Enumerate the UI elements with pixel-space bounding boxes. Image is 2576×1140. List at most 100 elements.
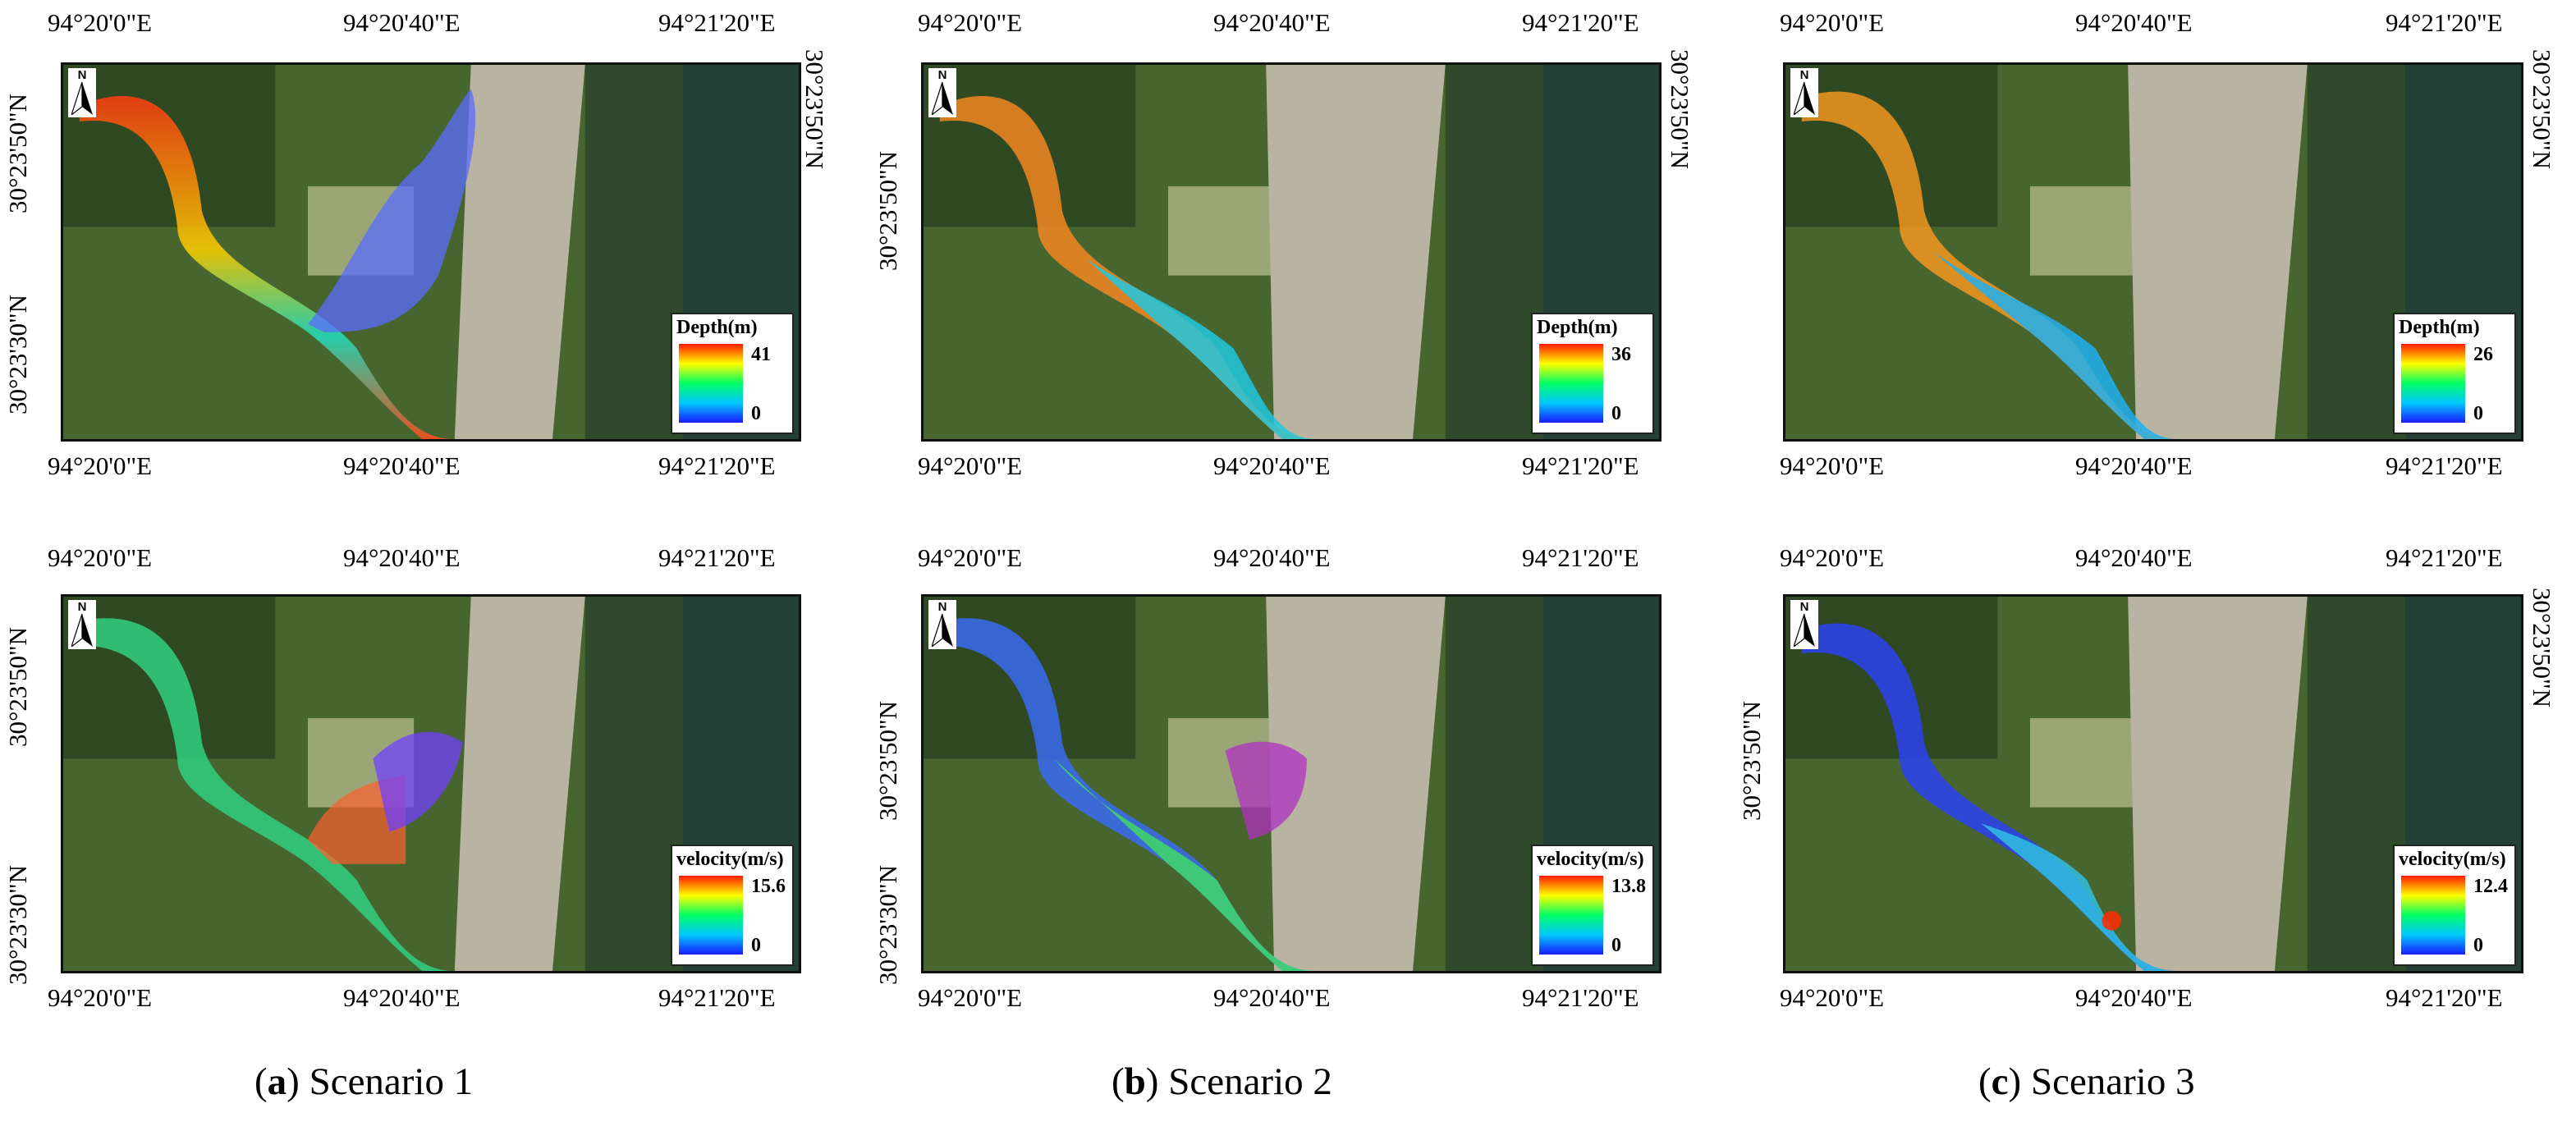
lon-label-bottom: 94°21'20"E (1522, 983, 1639, 1012)
legend-min: 0 (2473, 403, 2483, 424)
north-label: N (77, 68, 87, 82)
lon-label-bottom: 94°20'40"E (343, 983, 461, 1012)
lon-label-top: 94°20'0"E (48, 543, 153, 572)
legend-min: 0 (2473, 935, 2483, 956)
lat-label-left: 30°23'30"N (3, 864, 32, 985)
legend-title: Depth(m) (1537, 317, 1618, 338)
caption-letter: b (1124, 1060, 1146, 1103)
lon-label-top: 94°20'0"E (918, 543, 1023, 572)
colorbar (679, 876, 743, 955)
velocity-legend: velocity(m/s) 13.8 0 (1531, 845, 1654, 966)
lon-label-top: 94°20'0"E (1780, 543, 1885, 572)
colorbar (2401, 876, 2465, 955)
lon-label-top: 94°21'20"E (2386, 543, 2503, 572)
lon-label-bottom: 94°21'20"E (2386, 983, 2503, 1012)
north-arrow: N (68, 600, 96, 649)
depth-legend: Depth(m) 36 0 (1531, 313, 1654, 434)
north-arrow: N (928, 68, 956, 117)
lon-label-top: 94°20'40"E (2075, 543, 2193, 572)
lon-label-top: 94°20'40"E (343, 8, 461, 37)
legend-title: Depth(m) (676, 317, 758, 338)
colorbar (2401, 344, 2465, 423)
lon-label-bottom: 94°20'40"E (343, 451, 461, 480)
velocity-legend: velocity(m/s) 12.4 0 (2393, 845, 2516, 966)
legend-min: 0 (751, 403, 761, 424)
depth-map-scenario-3: N Depth(m) 26 0 (1783, 62, 2523, 442)
lon-label-bottom: 94°20'40"E (2075, 983, 2193, 1012)
depth-legend: Depth(m) 41 0 (671, 313, 794, 434)
north-label: N (937, 68, 947, 82)
lat-label-left: 30°23'50"N (3, 626, 32, 747)
north-arrow-icon (71, 82, 93, 115)
north-arrow-icon (932, 82, 953, 115)
lat-label-left: 30°23'30"N (3, 294, 32, 414)
lat-label-right: 30°23'50"N (1666, 49, 1694, 170)
lon-label-bottom: 94°20'0"E (48, 983, 153, 1012)
lon-label-top: 94°20'0"E (1780, 8, 1885, 37)
lat-label-left: 30°23'50"N (3, 93, 32, 213)
lat-label-right: 30°23'50"N (800, 49, 829, 170)
lat-label-right: 30°23'50"N (2528, 49, 2556, 170)
lon-label-bottom: 94°20'40"E (1213, 983, 1331, 1012)
north-label: N (937, 600, 947, 614)
legend-title: velocity(m/s) (676, 849, 784, 870)
north-arrow: N (1790, 68, 1818, 117)
lon-label-top: 94°21'20"E (2386, 8, 2503, 37)
lon-label-bottom: 94°20'0"E (1780, 983, 1885, 1012)
legend-min: 0 (1611, 935, 1621, 956)
legend-max: 41 (751, 344, 771, 365)
lon-label-top: 94°21'20"E (1522, 543, 1639, 572)
lon-label-bottom: 94°21'20"E (1522, 451, 1639, 480)
north-arrow: N (928, 600, 956, 649)
velocity-legend: velocity(m/s) 15.6 0 (671, 845, 794, 966)
caption-scenario-3: (c) Scenario 3 (1978, 1060, 2195, 1103)
lon-label-bottom: 94°20'0"E (918, 983, 1023, 1012)
legend-title: velocity(m/s) (2399, 849, 2506, 870)
caption-text: Scenario 1 (299, 1060, 474, 1103)
legend-min: 0 (751, 935, 761, 956)
lon-label-top: 94°20'40"E (2075, 8, 2193, 37)
legend-max: 26 (2473, 344, 2493, 365)
colorbar (1539, 876, 1603, 955)
lon-label-bottom: 94°20'40"E (1213, 451, 1331, 480)
north-label: N (1799, 600, 1809, 614)
caption-text: Scenario 2 (1158, 1060, 1332, 1103)
legend-min: 0 (1611, 403, 1621, 424)
lat-label-left: 30°23'50"N (873, 150, 902, 271)
legend-max: 12.4 (2473, 876, 2508, 897)
lat-label-left: 30°23'30"N (873, 864, 902, 985)
colorbar (1539, 344, 1603, 423)
velocity-map-scenario-3: N velocity(m/s) 12.4 0 (1783, 594, 2523, 973)
lon-label-top: 94°21'20"E (1522, 8, 1639, 37)
colorbar (679, 344, 743, 423)
caption-letter: a (267, 1060, 287, 1103)
depth-map-scenario-1: N Depth(m) 41 0 (61, 62, 801, 442)
north-arrow-icon (71, 614, 93, 647)
lat-label-left: 30°23'50"N (1737, 700, 1766, 821)
depth-map-scenario-2: N Depth(m) 36 0 (921, 62, 1662, 442)
caption-text: Scenario 3 (2021, 1060, 2195, 1103)
velocity-map-scenario-1: N velocity(m/s) 15.6 0 (61, 594, 801, 973)
lon-label-bottom: 94°21'20"E (658, 983, 776, 1012)
caption-scenario-2: (b) Scenario 2 (1112, 1060, 1332, 1103)
depth-legend: Depth(m) 26 0 (2393, 313, 2516, 434)
lon-label-top: 94°20'40"E (1213, 543, 1331, 572)
north-label: N (77, 600, 87, 614)
north-label: N (1799, 68, 1809, 82)
lon-label-bottom: 94°20'40"E (2075, 451, 2193, 480)
lon-label-bottom: 94°21'20"E (2386, 451, 2503, 480)
lon-label-bottom: 94°20'0"E (918, 451, 1023, 480)
legend-max: 15.6 (751, 876, 786, 897)
legend-title: velocity(m/s) (1537, 849, 1644, 870)
lon-label-top: 94°20'40"E (1213, 8, 1331, 37)
legend-title: Depth(m) (2399, 317, 2480, 338)
lon-label-top: 94°20'0"E (918, 8, 1023, 37)
north-arrow-icon (1794, 82, 1815, 115)
lat-label-right: 30°23'50"N (2528, 588, 2556, 708)
lon-label-top: 94°20'0"E (48, 8, 153, 37)
caption-letter: c (1991, 1060, 2009, 1103)
north-arrow: N (68, 68, 96, 117)
lat-label-left: 30°23'50"N (873, 700, 902, 821)
lon-label-bottom: 94°20'0"E (1780, 451, 1885, 480)
lon-label-bottom: 94°20'0"E (48, 451, 153, 480)
